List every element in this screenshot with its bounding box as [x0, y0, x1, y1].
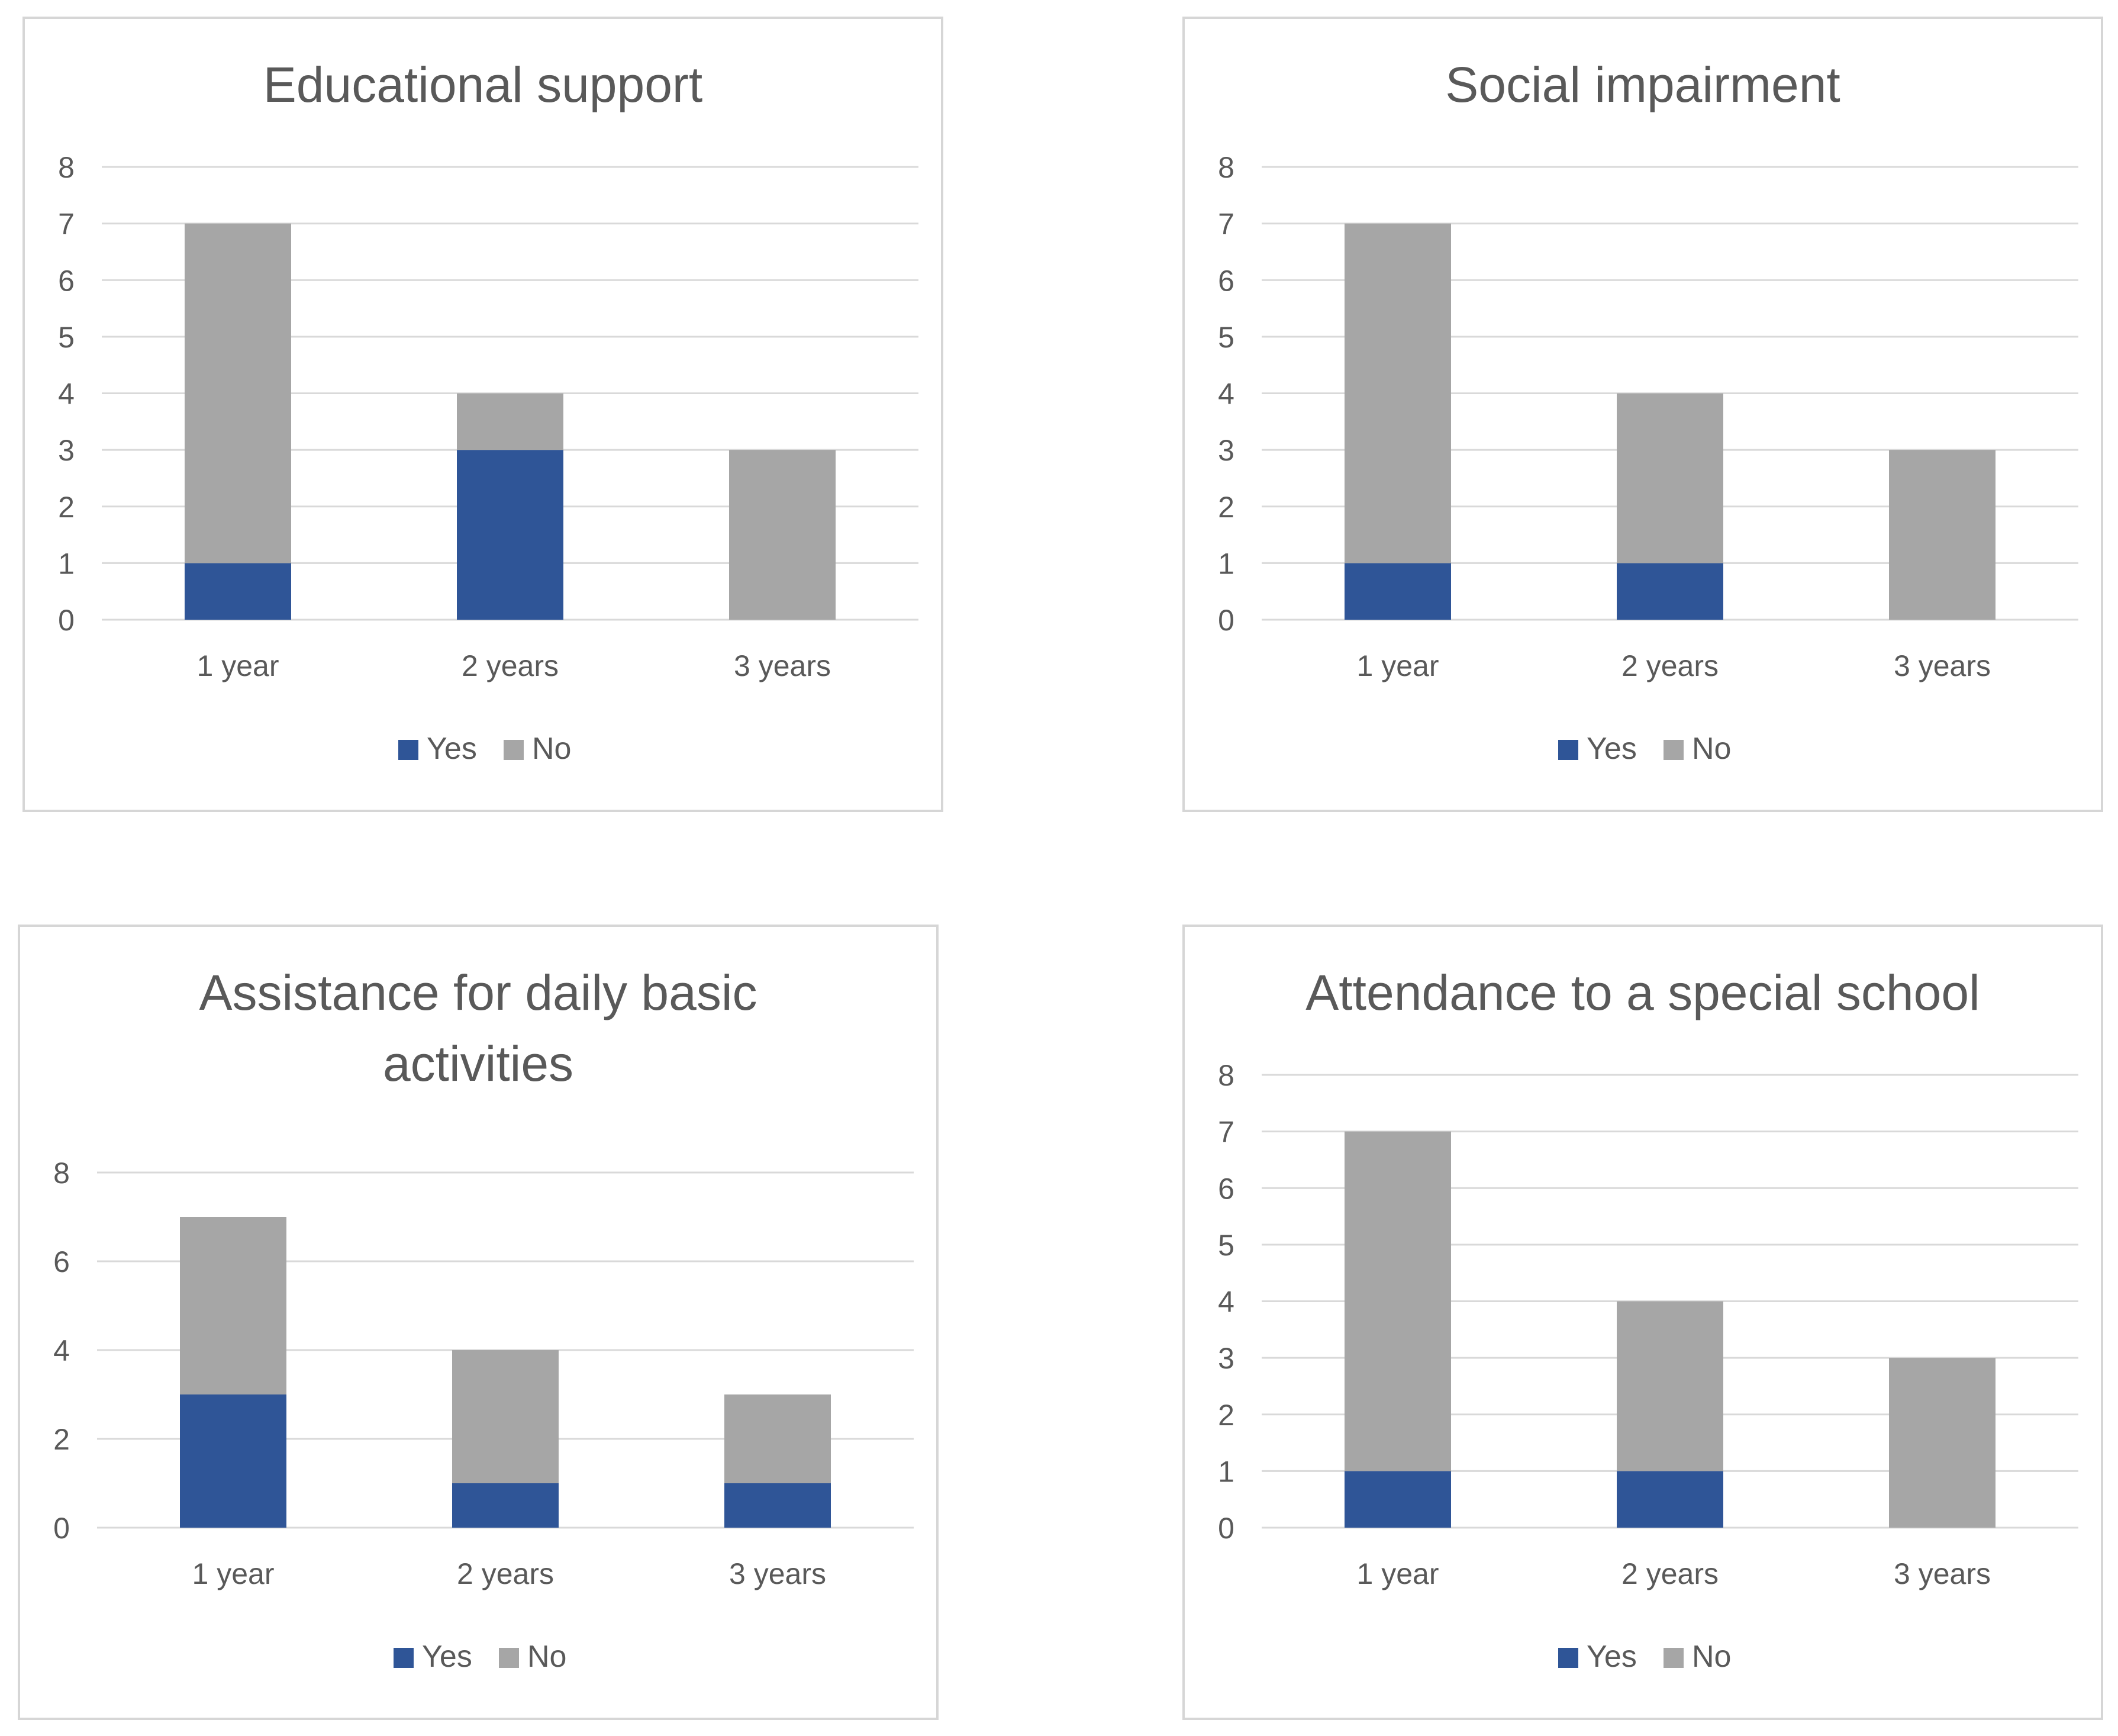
- y-tick-label: 6: [58, 264, 75, 297]
- y-tick-label: 8: [53, 1157, 70, 1190]
- chart-title: Social impairment: [1445, 57, 1840, 112]
- x-tick-label: 1 year: [197, 649, 279, 682]
- y-tick-label: 4: [58, 378, 75, 411]
- bar-yes: [1617, 563, 1723, 620]
- y-tick-label: 8: [1218, 1059, 1234, 1092]
- x-tick-label: 3 years: [729, 1557, 826, 1590]
- legend-label-no: No: [527, 1640, 566, 1674]
- bar-no: [1345, 223, 1451, 563]
- chart-title: activities: [383, 1036, 573, 1091]
- bar-no: [180, 1217, 286, 1394]
- bar-no: [457, 393, 563, 450]
- legend-swatch-no: [1664, 740, 1684, 760]
- y-tick-label: 1: [58, 547, 75, 580]
- y-tick-label: 0: [53, 1512, 70, 1545]
- chart-educational-support: Educational support 0 1 2 3 4 5 6 7 8 1 year 2 year…: [22, 17, 943, 812]
- legend-label-no: No: [532, 732, 571, 766]
- bar-yes: [724, 1483, 831, 1528]
- x-tick-label: 2 years: [1621, 649, 1719, 682]
- y-tick-label: 5: [1218, 1229, 1234, 1262]
- bar-yes: [185, 563, 291, 620]
- y-tick-label: 7: [58, 208, 75, 241]
- y-tick-label: 1: [1218, 547, 1234, 580]
- bar-yes: [180, 1394, 286, 1528]
- chart-title: Attendance to a special school: [1305, 965, 1980, 1020]
- legend-swatch-no: [504, 740, 524, 760]
- x-tick-label: 2 years: [462, 649, 559, 682]
- y-tick-label: 4: [1218, 1286, 1234, 1319]
- x-tick-label: 2 years: [1621, 1557, 1719, 1590]
- y-tick-label: 3: [1218, 434, 1234, 467]
- chart-attendance-special-school: Attendance to a special school 0 1 2 3 4 5 6 7 8 1…: [1182, 925, 2103, 1720]
- bar-no: [1345, 1131, 1451, 1471]
- legend-label-yes: Yes: [427, 732, 477, 766]
- legend-label-yes: Yes: [1587, 732, 1637, 766]
- bar-no: [1617, 393, 1723, 563]
- chart-svg: Attendance to a special school 0 1 2 3 4 5 6 7 8 1…: [1218, 965, 2078, 1674]
- x-tick-label: 1 year: [192, 1557, 275, 1590]
- y-tick-label: 7: [1218, 208, 1234, 241]
- x-tick-label: 1 year: [1357, 1557, 1439, 1590]
- bar-yes: [1345, 1471, 1451, 1528]
- x-tick-label: 3 years: [1894, 1557, 1991, 1590]
- y-tick-label: 2: [53, 1423, 70, 1456]
- chart-social-impairment: Social impairment 0 1 2 3 4 5 6 7 8 1 year 2 years 3…: [1182, 17, 2103, 812]
- legend-swatch-yes: [1558, 740, 1578, 760]
- y-tick-label: 7: [1218, 1116, 1234, 1149]
- legend-label-no: No: [1692, 732, 1731, 766]
- chart-title: Assistance for daily basic: [199, 965, 757, 1020]
- y-tick-label: 0: [1218, 604, 1234, 637]
- legend-label-yes: Yes: [422, 1640, 472, 1674]
- legend-swatch-yes: [394, 1648, 414, 1668]
- chart-assistance-daily-activities: Assistance for daily basic activities 0 2 4 6…: [18, 925, 939, 1720]
- legend-swatch-yes: [1558, 1648, 1578, 1668]
- bar-no: [729, 450, 836, 620]
- chart-svg: Assistance for daily basic activities 0 2 4 6…: [53, 965, 914, 1674]
- legend-label-yes: Yes: [1587, 1640, 1637, 1674]
- y-tick-label: 0: [1218, 1512, 1234, 1545]
- y-tick-label: 1: [1218, 1455, 1234, 1488]
- y-tick-label: 6: [53, 1245, 70, 1278]
- chart-svg: Educational support 0 1 2 3 4 5 6 7 8 1 year 2 year…: [58, 57, 918, 766]
- y-tick-label: 8: [58, 151, 75, 184]
- bar-yes: [1617, 1471, 1723, 1528]
- bar-no: [1889, 450, 1996, 620]
- x-tick-label: 2 years: [457, 1557, 554, 1590]
- legend-swatch-no: [1664, 1648, 1684, 1668]
- legend-label-no: No: [1692, 1640, 1731, 1674]
- chart-svg: Social impairment 0 1 2 3 4 5 6 7 8 1 year 2 years 3…: [1218, 57, 2078, 766]
- y-tick-label: 3: [58, 434, 75, 467]
- y-tick-label: 3: [1218, 1342, 1234, 1375]
- y-tick-label: 2: [1218, 491, 1234, 524]
- bar-no: [724, 1394, 831, 1483]
- y-tick-label: 6: [1218, 1172, 1234, 1205]
- y-tick-label: 0: [58, 604, 75, 637]
- y-tick-label: 4: [1218, 378, 1234, 411]
- legend-swatch-no: [499, 1648, 519, 1668]
- y-tick-label: 2: [1218, 1399, 1234, 1432]
- bar-yes: [457, 450, 563, 620]
- y-tick-label: 2: [58, 491, 75, 524]
- bar-no: [185, 223, 291, 563]
- x-tick-label: 3 years: [734, 649, 831, 682]
- chart-title: Educational support: [263, 57, 703, 112]
- x-tick-label: 1 year: [1357, 649, 1439, 682]
- bar-yes: [452, 1483, 559, 1528]
- bar-no: [452, 1350, 559, 1483]
- bar-no: [1617, 1301, 1723, 1471]
- legend-swatch-yes: [398, 740, 418, 760]
- y-tick-label: 5: [1218, 321, 1234, 354]
- y-tick-label: 5: [58, 321, 75, 354]
- y-tick-label: 6: [1218, 264, 1234, 297]
- bar-no: [1889, 1358, 1996, 1528]
- y-tick-label: 8: [1218, 151, 1234, 184]
- x-tick-label: 3 years: [1894, 649, 1991, 682]
- y-tick-label: 4: [53, 1334, 70, 1367]
- bar-yes: [1345, 563, 1451, 620]
